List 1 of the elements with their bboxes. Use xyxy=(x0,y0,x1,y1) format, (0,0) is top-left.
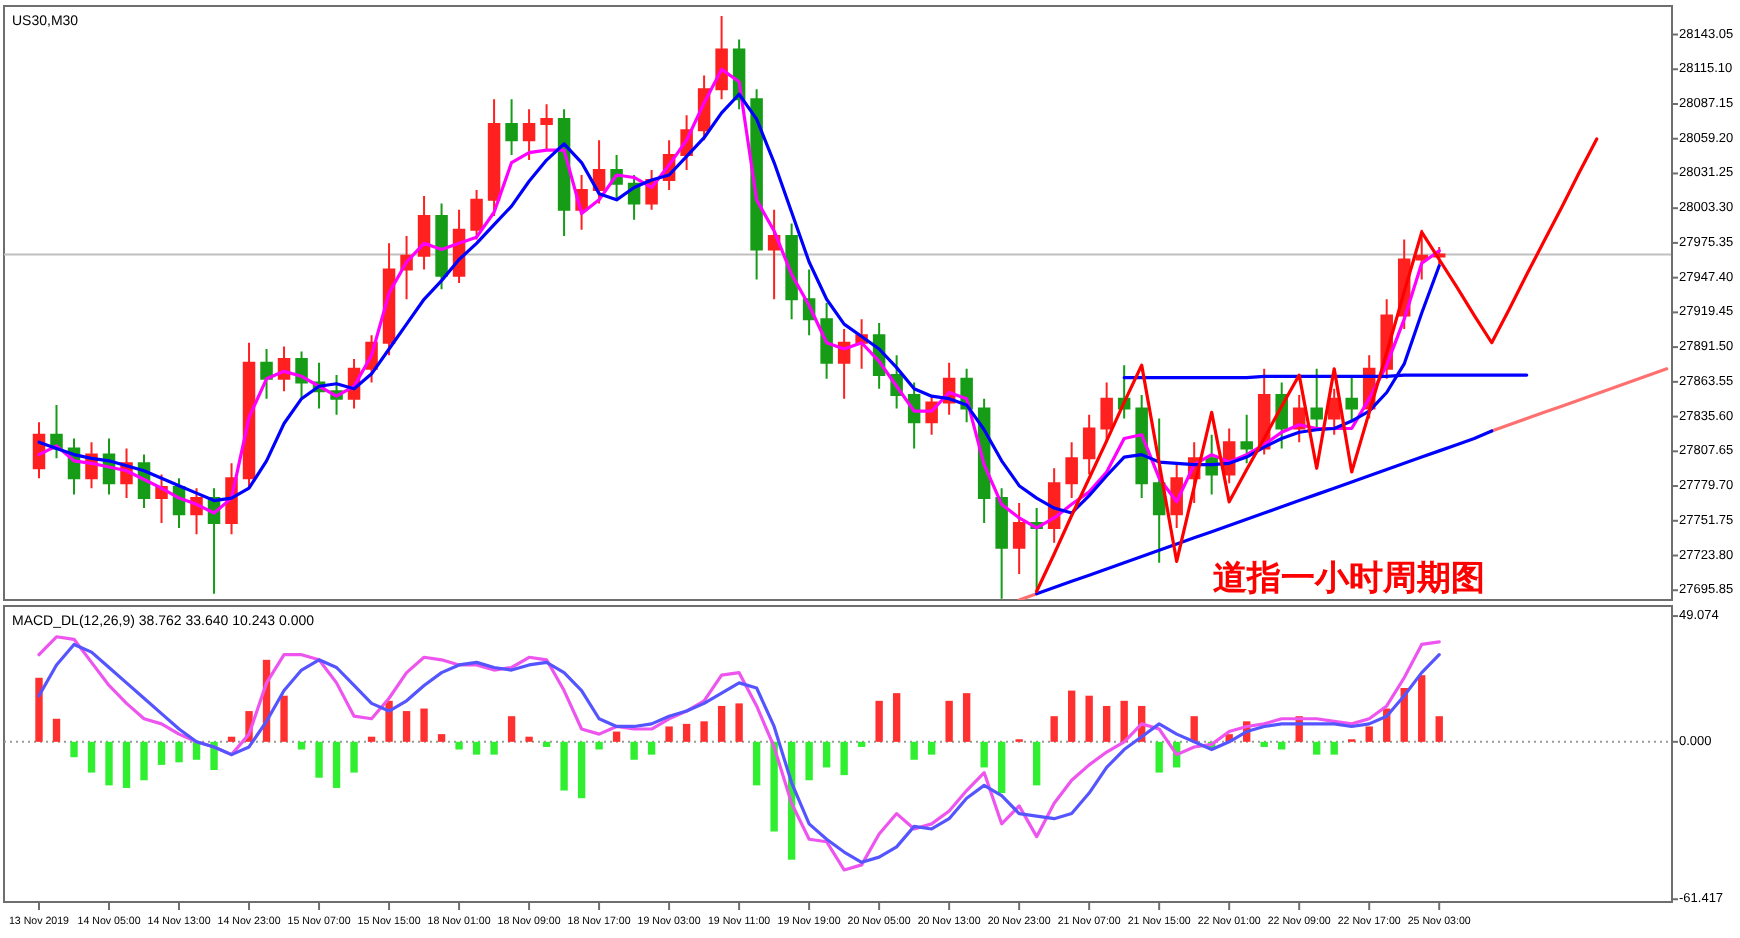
annotation: 道指一小时周期图 xyxy=(1213,559,1486,597)
